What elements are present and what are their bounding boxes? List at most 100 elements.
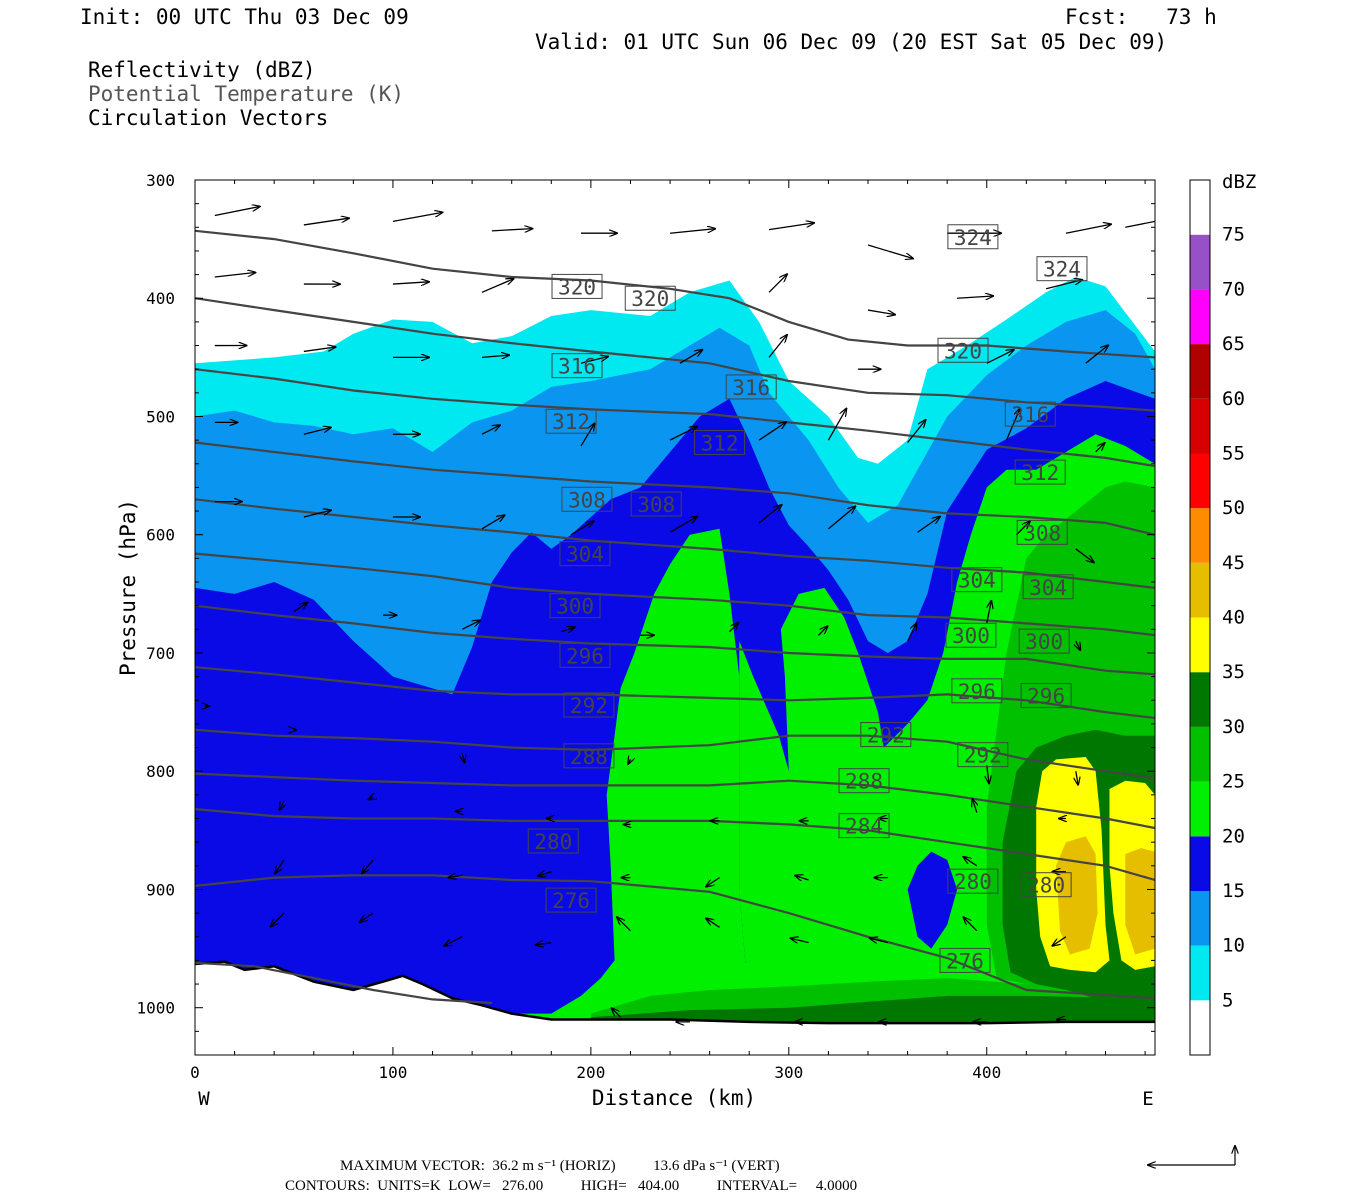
theta-label-text-2: 324: [954, 226, 992, 250]
colorbar-swatch: [1190, 180, 1210, 235]
contours-note: CONTOURS: UNITS=K LOW= 276.00 HIGH= 404.…: [285, 1178, 858, 1194]
theta-label-text-28: 284: [845, 815, 883, 839]
vector-13: [392, 282, 429, 284]
colorbar-label: 15: [1222, 880, 1245, 902]
colorbar-label: 20: [1222, 825, 1245, 847]
vector-66: [1076, 771, 1078, 784]
theta-label: 320: [937, 337, 989, 363]
colorbar-swatch: [1190, 890, 1210, 946]
theta-label-text-23: 292: [570, 694, 608, 718]
theta-label-text-12: 308: [637, 493, 675, 517]
vector-30: [303, 428, 331, 435]
theta-label-text-33: 276: [946, 949, 984, 973]
theta-label-text-29: 280: [534, 830, 572, 854]
vector-27: [986, 350, 1014, 364]
theta-label: 296: [559, 642, 611, 668]
theta-label-text-31: 280: [1027, 874, 1065, 898]
vector-11: [214, 273, 256, 278]
vector-58: [906, 623, 917, 642]
theta-label: 316: [1004, 401, 1056, 427]
theta-contour-292: [195, 728, 1155, 780]
theta-label-text-24: 292: [867, 724, 905, 748]
vector-60: [1076, 640, 1080, 650]
vector-33: [580, 424, 595, 447]
colorbar-swatch: [1190, 453, 1210, 509]
vector-50: [1075, 548, 1094, 562]
vector-23: [580, 357, 608, 364]
theta-label: 320: [551, 273, 603, 299]
theta-label: 292: [957, 742, 1009, 768]
vector-75: [972, 799, 976, 813]
init-time: Init: 00 UTC Thu 03 Dec 09: [80, 5, 409, 29]
vector-93: [791, 938, 809, 942]
vector-44: [570, 521, 594, 536]
vector-85: [963, 857, 978, 867]
theta-contour-280: [195, 874, 1155, 1000]
vector-89: [444, 936, 463, 946]
vector-34: [669, 427, 697, 441]
colorbar-label: 10: [1222, 935, 1245, 957]
vector-94: [870, 938, 888, 942]
theta-label-text-20: 296: [566, 644, 604, 668]
theta-label: 276: [545, 887, 597, 913]
y-tick-label: 1000: [136, 999, 175, 1018]
theta-contour-300: [195, 604, 1155, 676]
vector-24: [679, 350, 702, 364]
vector-32: [481, 425, 500, 435]
theta-label: 288: [838, 768, 890, 794]
y-tick-label: 900: [146, 880, 175, 899]
vector-78: [362, 859, 374, 874]
reflectivity-shading: [195, 277, 1155, 1026]
colorbar-label: 70: [1222, 278, 1245, 300]
vector-35: [758, 422, 786, 441]
theta-contour-296: [195, 666, 1155, 720]
vector-14: [481, 279, 513, 293]
theta-label-text-7: 316: [1011, 403, 1049, 427]
vector-56: [728, 623, 738, 633]
theta-label: 316: [725, 374, 777, 400]
vector-1: [303, 218, 349, 226]
vector-80: [538, 872, 552, 876]
y-axis-label: Pressure (hPa): [116, 499, 140, 676]
vector-95: [963, 917, 978, 932]
vector-67: [280, 800, 284, 810]
colorbar-label: 45: [1222, 552, 1245, 574]
theta-label-text-32: 276: [552, 889, 590, 913]
theta-label: 280: [1020, 872, 1072, 898]
colorbar-label: 25: [1222, 771, 1245, 793]
theta-contour-312: [195, 441, 1155, 536]
vector-18: [1045, 280, 1082, 290]
colorbar-swatch: [1190, 836, 1210, 891]
theta-label: 308: [630, 491, 682, 517]
colorbar-swatch: [1190, 672, 1210, 727]
theta-label: 312: [1014, 459, 1066, 485]
vector-20: [303, 347, 336, 353]
vector-17: [957, 296, 993, 298]
vector-63: [462, 753, 464, 762]
vector-57: [818, 626, 828, 636]
vector-88: [360, 912, 374, 922]
field-circulation-vectors: Circulation Vectors: [88, 106, 329, 130]
theta-label: 324: [947, 224, 999, 250]
theta-label: 288: [563, 743, 615, 769]
colorbar-label: 50: [1222, 497, 1245, 519]
theta-label-text-17: 300: [556, 595, 594, 619]
colorbar-label: 30: [1222, 716, 1245, 738]
colorbar-swatch: [1190, 1000, 1210, 1055]
theta-label-text-13: 308: [1023, 521, 1061, 545]
theta-label: 324: [1036, 256, 1088, 282]
reflectivity-region-5: [907, 851, 958, 949]
axes: 300 400 500 600 700 800 900 1000 0 100 200 300 400 W E…: [116, 171, 1155, 1110]
vector-65: [987, 765, 989, 783]
colorbar: 5 10 15 20 25 30 35 40 45 50 55 60 65 70 75 dBZ: [1189, 171, 1256, 1056]
colorbar-label: 65: [1222, 333, 1245, 355]
theta-label: 312: [694, 430, 746, 456]
forecast-hour: Fcst: 73 h: [1065, 5, 1217, 29]
colorbar-label: 40: [1222, 607, 1245, 629]
y-tick-label: 300: [146, 171, 175, 190]
theta-label: 308: [1016, 519, 1068, 545]
colorbar-swatch: [1190, 508, 1210, 563]
theta-label: 308: [561, 486, 613, 512]
theta-label-text-18: 300: [952, 624, 990, 648]
colorbar-swatch: [1190, 289, 1210, 345]
